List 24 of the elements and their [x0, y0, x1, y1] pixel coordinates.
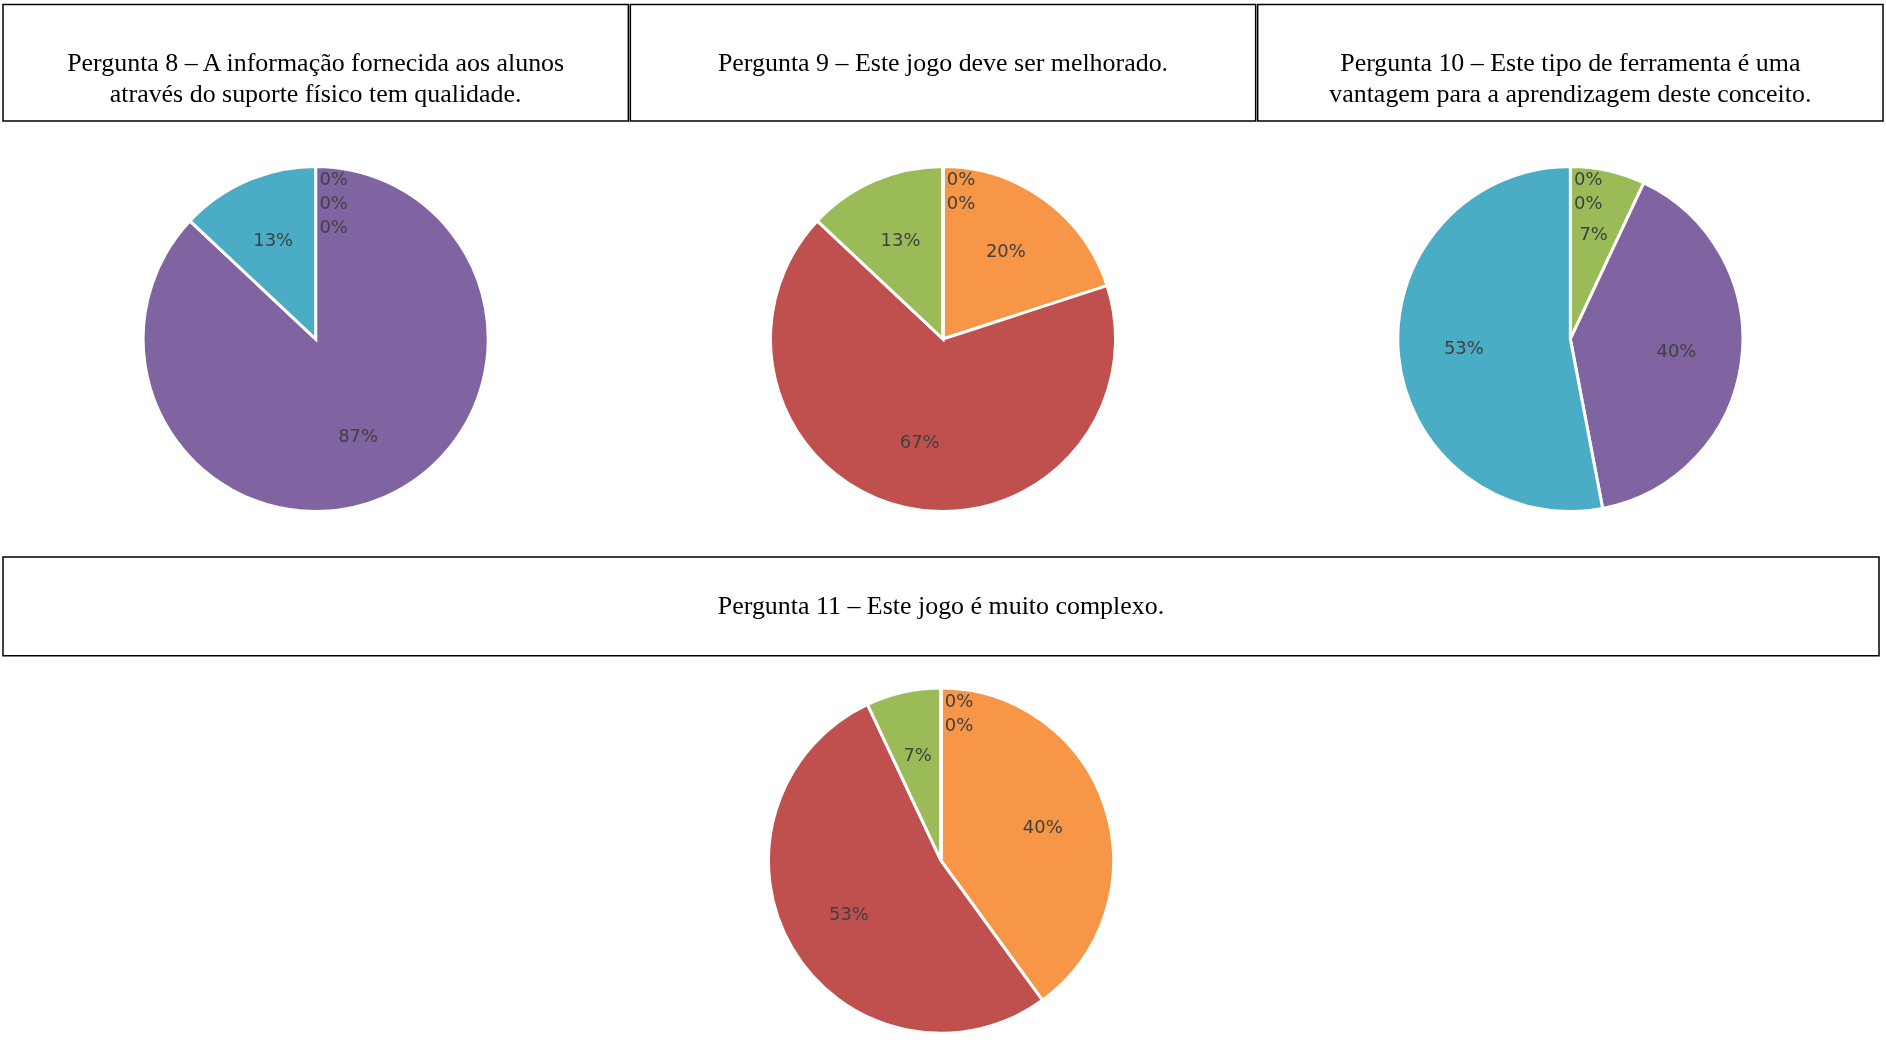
- data-label: 53%: [1443, 337, 1484, 359]
- data-label: 13%: [253, 228, 294, 250]
- chart-title: Pergunta 11 – Este jogo é muito complexo.: [717, 591, 1165, 621]
- chart-title: Pergunta 9 – Este jogo deve ser melhorado.: [717, 47, 1169, 77]
- data-label: 67%: [899, 431, 940, 453]
- data-label: 7%: [903, 744, 932, 766]
- chart-title: Pergunta 10 – Este tipo de ferramenta é uma vantagem para a aprendizagem deste conceito.: [1329, 47, 1812, 108]
- text: 0%: [1574, 168, 1603, 190]
- data-label: 87%: [338, 425, 379, 447]
- chart-title: Pergunta 8 – A informação fornecida aos alunos através do suporte físico tem qualidade.: [67, 47, 565, 108]
- data-label: 40%: [1656, 340, 1697, 362]
- text: 0%: [946, 168, 976, 190]
- text: 0%: [319, 168, 348, 190]
- text: 0%: [319, 192, 348, 214]
- data-label: 13%: [880, 228, 921, 250]
- data-label: 40%: [1022, 815, 1063, 837]
- data-label: 7%: [1579, 222, 1608, 244]
- text: 0%: [944, 713, 974, 735]
- text: 0%: [319, 216, 348, 238]
- text: 0%: [1574, 192, 1603, 214]
- text: 0%: [944, 689, 974, 711]
- text: 0%: [946, 192, 976, 214]
- data-label: 20%: [985, 240, 1026, 262]
- data-label: 53%: [828, 903, 869, 925]
